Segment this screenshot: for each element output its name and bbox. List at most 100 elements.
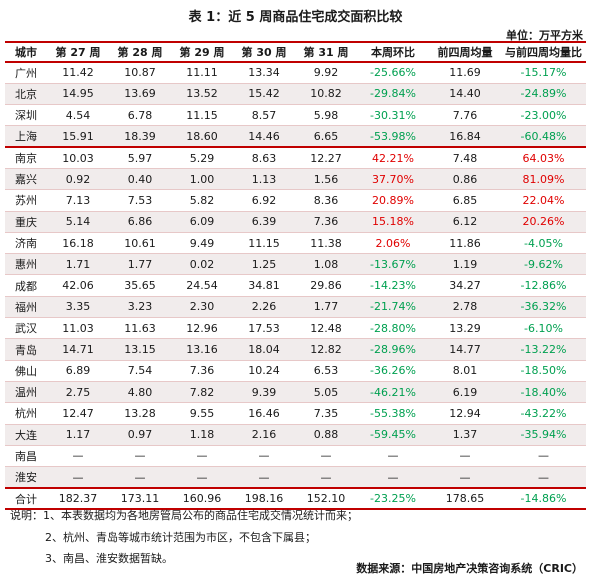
table-row: 福州 3.35 3.23 2.30 2.26 1.77 -21.74% 2.78 -36.32% bbox=[5, 295, 586, 318]
cell-week30: 34.81 bbox=[233, 274, 295, 297]
cell-week28: 10.87 bbox=[109, 61, 171, 84]
cell-avg4: — bbox=[429, 466, 501, 488]
cell-avg4: — bbox=[429, 444, 501, 467]
cell-week28: 18.39 bbox=[109, 125, 171, 148]
cell-week29: 7.82 bbox=[171, 380, 233, 403]
cell-week29: 24.54 bbox=[171, 274, 233, 297]
cell-vs-avg4: -24.89% bbox=[501, 82, 586, 105]
cell-city: 上海 bbox=[5, 125, 47, 148]
cell-week29: 6.09 bbox=[171, 210, 233, 233]
cell-city: 杭州 bbox=[5, 402, 47, 425]
cell-week31: 0.88 bbox=[295, 423, 357, 446]
cell-week27: 182.37 bbox=[47, 486, 109, 511]
cell-vs-avg4: -15.17% bbox=[501, 61, 586, 84]
cell-wow: -28.96% bbox=[357, 338, 429, 361]
cell-avg4: 6.12 bbox=[429, 210, 501, 233]
cell-city: 济南 bbox=[5, 231, 47, 254]
cell-avg4: 14.40 bbox=[429, 82, 501, 105]
cell-week29: 7.36 bbox=[171, 359, 233, 382]
cell-wow: 15.18% bbox=[357, 210, 429, 233]
cell-city: 嘉兴 bbox=[5, 167, 47, 190]
cell-week31: 6.53 bbox=[295, 359, 357, 382]
cell-vs-avg4: — bbox=[501, 444, 586, 467]
cell-city: 佛山 bbox=[5, 359, 47, 382]
cell-week27: 12.47 bbox=[47, 402, 109, 425]
cell-city: 淮安 bbox=[5, 466, 47, 488]
cell-week28: 4.80 bbox=[109, 380, 171, 403]
cell-avg4: 12.94 bbox=[429, 402, 501, 425]
cell-week29: 11.15 bbox=[171, 104, 233, 126]
cell-week30: 16.46 bbox=[233, 402, 295, 425]
col-header-avg4: 前四周均量 bbox=[429, 41, 501, 63]
cell-avg4: 6.85 bbox=[429, 189, 501, 212]
cell-week27: 1.17 bbox=[47, 423, 109, 446]
cell-week27: 15.91 bbox=[47, 125, 109, 148]
cell-week29: — bbox=[171, 466, 233, 488]
table-row: 南昌 — — — — — — — — bbox=[5, 444, 586, 467]
cell-avg4: 0.86 bbox=[429, 167, 501, 190]
cell-week31: 6.65 bbox=[295, 125, 357, 148]
table-row: 淮安 — — — — — — — — bbox=[5, 466, 586, 488]
cell-vs-avg4: 64.03% bbox=[501, 146, 586, 169]
cell-week30: — bbox=[233, 444, 295, 467]
cell-week29: 1.18 bbox=[171, 423, 233, 446]
cell-avg4: 13.29 bbox=[429, 317, 501, 339]
table-row: 青岛 14.71 13.15 13.16 18.04 12.82 -28.96% 14.77-… bbox=[5, 338, 586, 361]
table-row: 大连 1.17 0.97 1.18 2.16 0.88 -59.45% 1.37 -35.94% bbox=[5, 423, 586, 446]
cell-city: 惠州 bbox=[5, 253, 47, 275]
cell-week30: 15.42 bbox=[233, 82, 295, 105]
cell-week28: 0.97 bbox=[109, 423, 171, 446]
cell-week27: 5.14 bbox=[47, 210, 109, 233]
cell-vs-avg4: -6.10% bbox=[501, 317, 586, 339]
cell-week29: 11.11 bbox=[171, 61, 233, 84]
cell-week31: — bbox=[295, 444, 357, 467]
cell-week31: 8.36 bbox=[295, 189, 357, 212]
cell-wow: — bbox=[357, 444, 429, 467]
cell-wow: 20.89% bbox=[357, 189, 429, 212]
cell-week29: 160.96 bbox=[171, 486, 233, 511]
cell-week30: 1.25 bbox=[233, 253, 295, 275]
cell-vs-avg4: -14.86% bbox=[501, 486, 586, 511]
cell-week28: 7.54 bbox=[109, 359, 171, 382]
cell-week27: — bbox=[47, 444, 109, 467]
table-row: 嘉兴 0.92 0.40 1.00 1.13 1.56 37.70% 0.86 81.09% bbox=[5, 167, 586, 190]
table-row: 济南 16.18 10.61 9.49 11.15 11.38 2.06% 11.86 -4.0… bbox=[5, 231, 586, 254]
cell-avg4: 8.01 bbox=[429, 359, 501, 382]
cell-vs-avg4: -43.22% bbox=[501, 402, 586, 425]
cell-week31: 9.92 bbox=[295, 61, 357, 84]
cell-week30: 6.39 bbox=[233, 210, 295, 233]
cell-avg4: 11.69 bbox=[429, 61, 501, 84]
cell-wow: — bbox=[357, 466, 429, 488]
table-row: 广州 11.42 10.87 11.11 13.34 9.92 -25.66% 11.69 -1… bbox=[5, 61, 586, 84]
cell-wow: -23.25% bbox=[357, 486, 429, 511]
cell-city: 南昌 bbox=[5, 444, 47, 467]
cell-week30: 198.16 bbox=[233, 486, 295, 511]
cell-week28: 11.63 bbox=[109, 317, 171, 339]
table-row: 苏州 7.13 7.53 5.82 6.92 8.36 20.89% 6.85 22.04% bbox=[5, 189, 586, 212]
cell-vs-avg4: -36.32% bbox=[501, 295, 586, 318]
cell-week28: 0.40 bbox=[109, 167, 171, 190]
cell-week30: 6.92 bbox=[233, 189, 295, 212]
note-1: 说明：1、本表数据均为各地房管局公布的商品住宅成交情况统计而来； bbox=[10, 509, 358, 522]
cell-avg4: 16.84 bbox=[429, 125, 501, 148]
cell-vs-avg4: 20.26% bbox=[501, 210, 586, 233]
cell-city: 深圳 bbox=[5, 104, 47, 126]
cell-week31: 7.36 bbox=[295, 210, 357, 233]
cell-week28: 1.77 bbox=[109, 253, 171, 275]
cell-week31: 1.08 bbox=[295, 253, 357, 275]
cell-week31: 10.82 bbox=[295, 82, 357, 105]
col-header-vs-avg4: 与前四周均量比 bbox=[501, 41, 586, 63]
cell-city: 大连 bbox=[5, 423, 47, 446]
cell-city: 广州 bbox=[5, 61, 47, 84]
col-header-city: 城市 bbox=[5, 41, 47, 63]
cell-avg4: 14.77 bbox=[429, 338, 501, 361]
cell-avg4: 1.37 bbox=[429, 423, 501, 446]
table-row: 深圳 4.54 6.78 11.15 8.57 5.98 -30.31% 7.76 -23.00… bbox=[5, 104, 586, 126]
cell-week31: 12.82 bbox=[295, 338, 357, 361]
table-row: 惠州 1.71 1.77 0.02 1.25 1.08 -13.67% 1.19 -9.62% bbox=[5, 253, 586, 275]
cell-city: 成都 bbox=[5, 274, 47, 297]
cell-week29: 12.96 bbox=[171, 317, 233, 339]
cell-week30: 8.63 bbox=[233, 146, 295, 169]
cell-week31: 1.56 bbox=[295, 167, 357, 190]
cell-vs-avg4: -23.00% bbox=[501, 104, 586, 126]
